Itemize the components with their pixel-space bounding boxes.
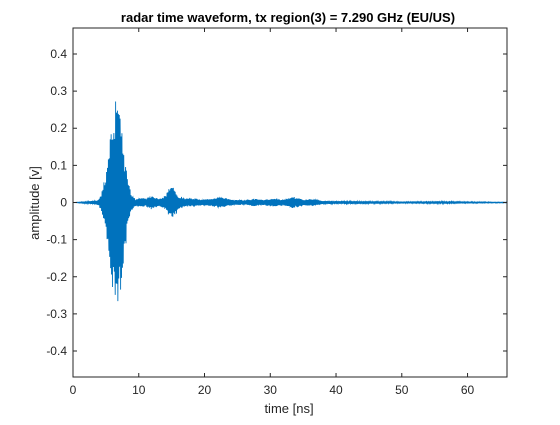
waveform-line xyxy=(72,101,508,302)
y-tick-label: -0.4 xyxy=(46,344,67,358)
y-tick-label: -0.3 xyxy=(46,307,67,321)
y-tick-label: 0 xyxy=(60,196,67,210)
x-tick-label: 10 xyxy=(132,383,146,397)
y-tick-label: -0.2 xyxy=(46,270,67,284)
x-tick-label: 0 xyxy=(70,383,77,397)
y-axis-label: amplitude [v] xyxy=(27,166,42,240)
y-tick-label: 0.3 xyxy=(50,84,67,98)
y-tick-label: 0.4 xyxy=(50,47,67,61)
chart-title: radar time waveform, tx region(3) = 7.29… xyxy=(121,10,455,25)
tick-marks xyxy=(72,27,508,378)
y-tick-label: 0.1 xyxy=(50,158,67,172)
series-group xyxy=(72,101,508,302)
y-tick-labels: -0.4 -0.3 -0.2 -0.1 0 0.1 0.2 0.3 0.4 xyxy=(46,47,67,358)
x-tick-label: 40 xyxy=(329,383,343,397)
y-tick-label: 0.2 xyxy=(50,121,67,135)
x-tick-labels: 0 10 20 30 40 50 60 xyxy=(70,383,475,397)
x-tick-label: 60 xyxy=(461,383,475,397)
y-tick-label: -0.1 xyxy=(46,233,67,247)
x-axis-label: time [ns] xyxy=(264,401,313,416)
x-tick-label: 20 xyxy=(198,383,212,397)
x-tick-label: 50 xyxy=(395,383,409,397)
x-tick-label: 30 xyxy=(264,383,278,397)
